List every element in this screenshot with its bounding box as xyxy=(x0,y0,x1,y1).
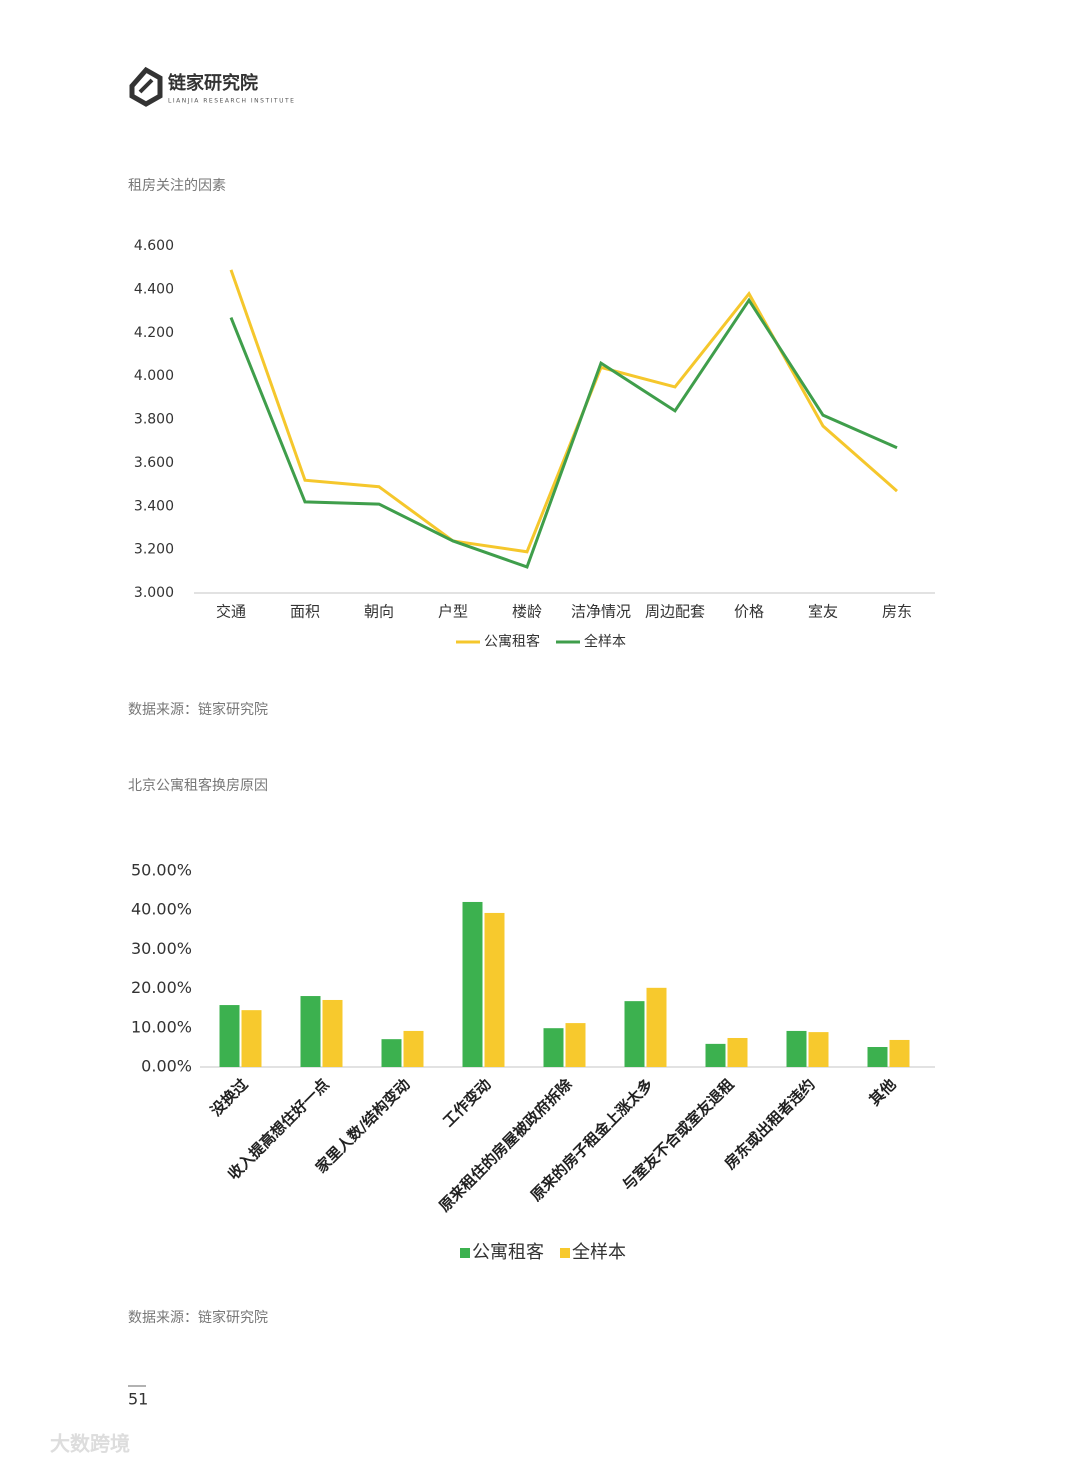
bar xyxy=(241,1010,262,1067)
y-tick-label: 4.400 xyxy=(134,281,174,297)
bar xyxy=(786,1030,807,1067)
x-tick-label: 价格 xyxy=(734,603,764,621)
x-tick-label: 洁净情况 xyxy=(571,603,631,621)
logo-text: 链家研究院 xyxy=(168,72,258,94)
bar xyxy=(543,1028,564,1067)
source: 数据来源：链家研究院 xyxy=(128,1309,268,1326)
x-tick-label: 交通 xyxy=(216,603,246,621)
y-tick-label: 3.000 xyxy=(134,585,174,601)
y-tick-label: 50.00% xyxy=(131,861,192,880)
bar xyxy=(646,987,667,1067)
chart-title: 北京公寓租客换房原因 xyxy=(128,777,268,794)
y-tick-label: 3.400 xyxy=(134,498,174,514)
bar xyxy=(381,1039,402,1067)
x-tick-label: 原来租住的房屋被政府拆除 xyxy=(435,1075,576,1216)
legend-swatch xyxy=(560,1248,570,1258)
y-tick-label: 30.00% xyxy=(131,939,192,958)
y-tick-label: 4.000 xyxy=(134,368,174,384)
legend-label: 全样本 xyxy=(584,633,626,650)
x-tick-label: 朝向 xyxy=(364,603,394,621)
bar xyxy=(484,912,505,1067)
source: 数据来源：链家研究院 xyxy=(128,701,268,718)
logo-subtext: LIANJIA RESEARCH INSTITUTE xyxy=(168,98,295,105)
bar xyxy=(403,1030,424,1067)
bar xyxy=(889,1039,910,1067)
x-tick-label: 户型 xyxy=(438,603,468,621)
y-tick-label: 4.200 xyxy=(134,325,174,341)
x-tick-label: 房东 xyxy=(882,603,912,621)
bar xyxy=(219,1005,240,1067)
legend-label: 公寓租客 xyxy=(472,1242,544,1263)
x-tick-label: 面积 xyxy=(290,603,320,621)
bar xyxy=(867,1047,888,1067)
x-tick-label: 工作变动 xyxy=(439,1075,494,1130)
bar xyxy=(462,901,483,1067)
bar xyxy=(322,999,343,1067)
line-series xyxy=(229,297,898,569)
chart-title: 租房关注的因素 xyxy=(128,178,226,194)
x-tick-label: 没换过 xyxy=(207,1075,252,1120)
logo xyxy=(129,66,163,107)
bar xyxy=(705,1043,726,1067)
bar xyxy=(624,1001,645,1067)
bar xyxy=(727,1037,748,1067)
line-series xyxy=(229,269,898,554)
watermark: 大数跨境 xyxy=(50,1432,130,1456)
legend-swatch xyxy=(460,1248,470,1258)
x-tick-label: 楼龄 xyxy=(512,603,542,621)
x-tick-label: 周边配套 xyxy=(645,603,705,621)
y-tick-label: 20.00% xyxy=(131,978,192,997)
bar xyxy=(565,1023,586,1067)
y-tick-label: 3.800 xyxy=(134,412,174,428)
bar xyxy=(300,996,321,1067)
y-tick-label: 3.200 xyxy=(134,542,174,558)
page-number: 51 xyxy=(128,1390,148,1409)
legend-label: 公寓租客 xyxy=(484,633,540,650)
y-tick-label: 3.600 xyxy=(134,455,174,471)
x-tick-label: 室友 xyxy=(808,603,838,621)
y-tick-label: 10.00% xyxy=(131,1017,192,1036)
y-tick-label: 0.00% xyxy=(141,1057,192,1076)
x-tick-label: 其他 xyxy=(866,1075,900,1109)
y-tick-label: 40.00% xyxy=(131,900,192,919)
bar xyxy=(808,1032,829,1067)
y-tick-label: 4.600 xyxy=(134,238,174,254)
legend-label: 全样本 xyxy=(572,1242,626,1263)
